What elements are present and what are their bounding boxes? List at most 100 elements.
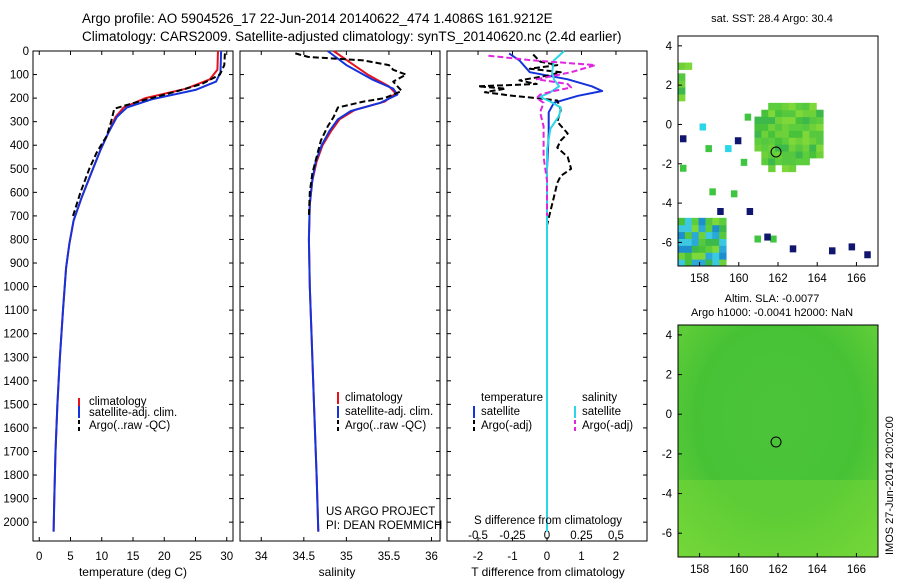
sst-cell xyxy=(816,130,824,138)
x2-tick-label: 0 xyxy=(544,530,550,542)
sst-cell xyxy=(768,144,776,152)
sla-argo-marker xyxy=(770,436,782,448)
sla-map: Altim. SLA: -0.0077 Argo h1000: -0.0041 … xyxy=(662,293,879,576)
x-tick-label: 0 xyxy=(544,551,550,563)
sst-cell xyxy=(802,137,810,145)
sst-cell xyxy=(754,116,762,124)
x-tick-label: 2 xyxy=(613,551,619,563)
sst-cell xyxy=(684,231,693,239)
sst-cell xyxy=(698,238,706,246)
sst-cell xyxy=(754,137,762,145)
sst-cell xyxy=(761,123,769,131)
sst-cell xyxy=(864,251,871,259)
sst-cell xyxy=(754,130,762,138)
sst-cell xyxy=(781,116,790,124)
x-tick-label: 34 xyxy=(255,551,268,563)
project-annotation: US ARGO PROJECT xyxy=(326,506,435,518)
sst-cell xyxy=(781,130,790,138)
sst-cell xyxy=(740,158,748,166)
sst-cell xyxy=(678,80,686,88)
depth-tick-label: 1000 xyxy=(3,282,29,294)
imos-side-label: IMOS 27-Jun-2014 20:02:00 xyxy=(884,416,896,555)
sst-cell xyxy=(684,252,693,260)
x-tick-label: 35.5 xyxy=(378,551,400,563)
sst-cell xyxy=(816,109,824,118)
sst-cell xyxy=(775,123,783,131)
map-lon-label: 164 xyxy=(808,564,828,576)
sst-cell xyxy=(684,259,693,267)
sst-cell xyxy=(691,259,700,267)
legend-argo-label: Argo(..raw -QC) xyxy=(345,420,426,432)
sst-cell xyxy=(788,123,797,131)
sst-cell xyxy=(788,130,797,138)
sst-cell xyxy=(678,217,686,226)
depth-tick-label: 1900 xyxy=(3,494,29,506)
depth-tick-label: 1500 xyxy=(3,399,29,411)
x2-tick-label: 0.5 xyxy=(608,530,624,542)
x2-tick-label: 0.25 xyxy=(570,530,592,542)
sst-cell xyxy=(678,73,686,81)
depth-tick-label: 700 xyxy=(10,211,29,223)
sst-cell xyxy=(788,164,797,173)
sst-cell xyxy=(781,164,790,173)
sst-cell xyxy=(795,157,804,166)
sst-cell xyxy=(768,123,776,131)
sst-cell xyxy=(679,135,687,143)
sst-cell xyxy=(795,102,804,111)
sst-cell xyxy=(761,144,769,152)
sst-cell xyxy=(754,144,762,152)
sla-map-title: Altim. SLA: -0.0077 xyxy=(725,293,820,305)
x2-tick-label: -0.25 xyxy=(499,530,525,542)
map-lon-label: 164 xyxy=(808,273,828,285)
climatology-subtitle: Climatology: CARS2009. Satellite-adjuste… xyxy=(82,29,622,44)
sst-cell xyxy=(781,144,790,152)
series-argo-raw-qc- xyxy=(295,52,407,216)
salinity-legend: climatology satellite-adj. clim. Argo(..… xyxy=(337,392,433,432)
sst-cell xyxy=(775,130,783,138)
sst-cell xyxy=(698,224,706,233)
sst-cell xyxy=(705,231,713,239)
sst-cell xyxy=(684,245,693,253)
depth-tick-label: 900 xyxy=(10,258,29,270)
sst-cell xyxy=(768,157,776,166)
sst-cell xyxy=(698,252,706,260)
sla-map-south-band xyxy=(678,480,878,557)
sst-cell xyxy=(678,259,686,267)
series-salinity-satellite xyxy=(539,50,565,532)
depth-tick-label: 800 xyxy=(10,234,29,246)
sst-cell xyxy=(684,238,693,246)
salinity-panel: 34 34.5 35 35.5 36 salinity climatology sate… xyxy=(239,50,442,579)
x-tick-label: 15 xyxy=(127,551,140,563)
sst-cell xyxy=(709,188,716,196)
sst-cell xyxy=(761,151,769,159)
depth-tick-label: 1800 xyxy=(3,470,29,482)
sst-cell xyxy=(691,238,700,246)
sst-cells xyxy=(678,62,871,267)
sst-cell xyxy=(781,151,790,159)
sst-cell xyxy=(705,145,712,153)
depth-tick-label: 1200 xyxy=(3,329,29,341)
map-lon-label: 160 xyxy=(729,564,748,576)
sst-cell xyxy=(802,130,810,138)
sst-cell xyxy=(802,157,810,166)
sst-cell xyxy=(684,224,693,233)
sst-cell xyxy=(789,245,797,253)
legend-temperature-heading: temperature xyxy=(481,392,543,404)
sst-cell xyxy=(809,123,817,131)
map-lat-label: 4 xyxy=(666,330,673,342)
x-tick-label: 20 xyxy=(158,551,171,563)
depth-tick-label: 2000 xyxy=(3,517,29,529)
sst-cell xyxy=(802,109,810,118)
sst-cell xyxy=(788,151,797,159)
sst-cell xyxy=(679,164,687,172)
series-salinity-argo-adj- xyxy=(488,54,597,216)
legend-climatology-label: climatology xyxy=(89,396,147,408)
sst-cell xyxy=(699,123,707,131)
x-tick-label: -1 xyxy=(507,551,517,563)
sst-cell xyxy=(809,109,817,118)
sst-cell xyxy=(768,130,776,138)
sst-cell xyxy=(746,208,754,216)
s-difference-xlabel: S difference from climatology xyxy=(474,515,622,527)
legend-argo-label: Argo(..raw -QC) xyxy=(89,420,170,432)
